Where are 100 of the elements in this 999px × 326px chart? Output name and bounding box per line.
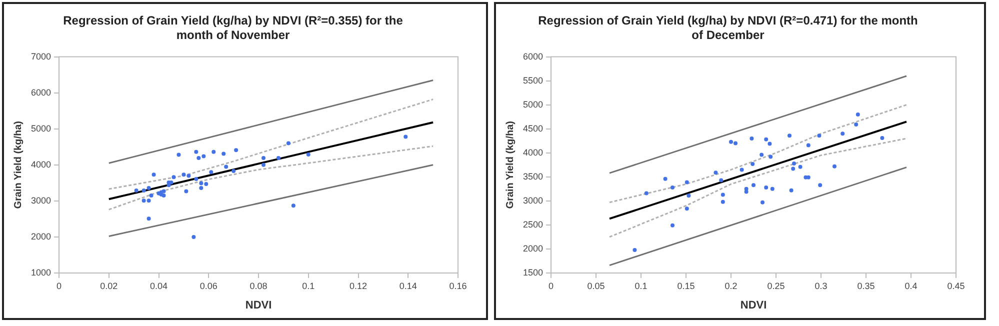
x-tick-label: 0.1 — [634, 280, 648, 291]
point — [670, 185, 675, 190]
x-tick-label: 0.1 — [302, 280, 315, 291]
point — [856, 112, 860, 116]
point — [404, 134, 408, 139]
y-axis-title: Grain Yield (kg/ha) — [504, 120, 516, 209]
point — [184, 189, 188, 194]
point — [194, 150, 198, 154]
y-tick-label: 4000 — [522, 147, 544, 158]
point — [880, 136, 884, 140]
y-tick-label: 7000 — [30, 51, 52, 62]
chart-title: Regression of Grain Yield (kg/ha) by NDVI (R²=0.471) for the month of December — [538, 14, 918, 42]
point — [789, 188, 794, 192]
point — [142, 188, 146, 192]
point — [760, 200, 765, 204]
point — [792, 161, 796, 166]
x-tick-label: 0 — [548, 280, 554, 291]
point — [719, 178, 724, 182]
point — [832, 164, 837, 168]
point — [632, 248, 637, 252]
x-tick-label: 0.04 — [150, 280, 168, 291]
point — [750, 136, 754, 140]
point — [854, 122, 858, 127]
line-series — [108, 145, 434, 210]
point — [276, 156, 280, 160]
point — [149, 194, 154, 198]
chart-title: Regression of Grain Yield (kg/ha) by NDVI (R²=0.355) for the month of November — [63, 14, 404, 42]
y-tick-label: 2500 — [522, 219, 544, 230]
y-tick-label: 3000 — [30, 195, 52, 206]
x-tick-label: 0.02 — [100, 280, 118, 291]
point — [134, 188, 138, 192]
y-tick-label: 1500 — [522, 267, 544, 278]
point — [194, 176, 198, 181]
x-tick-label: 0.25 — [767, 280, 785, 291]
line-series — [608, 104, 908, 204]
x-tick-label: 0.16 — [449, 280, 467, 291]
point — [744, 190, 748, 194]
x-tick-label: 0.14 — [399, 280, 417, 291]
point — [788, 134, 792, 138]
point — [798, 164, 802, 169]
x-tick-label: 0.45 — [947, 280, 965, 291]
x-axis-title: NDVI — [740, 299, 767, 312]
point — [186, 174, 191, 178]
y-tick-label: 5000 — [522, 99, 544, 110]
point — [169, 180, 174, 185]
point — [192, 234, 196, 239]
x-axis-title: NDVI — [245, 299, 272, 312]
point — [222, 152, 226, 156]
point — [750, 162, 755, 166]
point — [734, 141, 738, 146]
point — [768, 142, 772, 146]
point — [196, 156, 201, 160]
x-tick-label: 0.08 — [250, 280, 268, 291]
y-tick-label: 6000 — [522, 51, 544, 62]
y-axis-title: Grain Yield (kg/ha) — [12, 120, 24, 209]
point — [768, 154, 773, 159]
point — [684, 180, 689, 184]
x-tick-label: 0.15 — [677, 280, 695, 291]
point — [262, 156, 266, 160]
y-tick-label: 1000 — [30, 267, 52, 278]
point — [740, 168, 744, 172]
point — [663, 176, 668, 181]
point — [142, 198, 146, 203]
y-tick-label: 4000 — [30, 159, 52, 170]
point — [212, 150, 216, 154]
point — [146, 198, 151, 203]
point — [199, 181, 204, 186]
point — [182, 172, 186, 177]
point — [209, 170, 214, 174]
x-tick-label: 0.12 — [349, 280, 368, 291]
point — [752, 183, 756, 188]
x-tick-label: 0.3 — [814, 280, 828, 291]
point — [162, 189, 166, 194]
point — [262, 162, 266, 167]
point — [291, 204, 296, 208]
x-tick-label: 0.4 — [904, 280, 918, 291]
point — [166, 183, 171, 188]
point — [204, 182, 208, 186]
point — [306, 152, 310, 156]
point — [232, 169, 236, 174]
point — [152, 172, 156, 177]
point — [644, 191, 648, 196]
y-tick-label: 5000 — [30, 123, 52, 134]
point — [670, 223, 675, 228]
y-tick-label: 2000 — [30, 231, 52, 242]
point — [720, 192, 725, 197]
point — [760, 152, 764, 157]
y-tick-label: 3500 — [522, 171, 544, 182]
y-tick-label: 4500 — [522, 123, 544, 134]
point — [146, 216, 151, 221]
x-tick-label: 0.06 — [200, 280, 218, 291]
point — [840, 132, 845, 136]
point — [791, 166, 796, 171]
point — [818, 183, 822, 188]
point — [146, 186, 151, 190]
point — [714, 170, 718, 175]
point — [176, 152, 181, 157]
point — [199, 186, 204, 190]
line-series — [108, 98, 434, 190]
point — [224, 164, 228, 169]
